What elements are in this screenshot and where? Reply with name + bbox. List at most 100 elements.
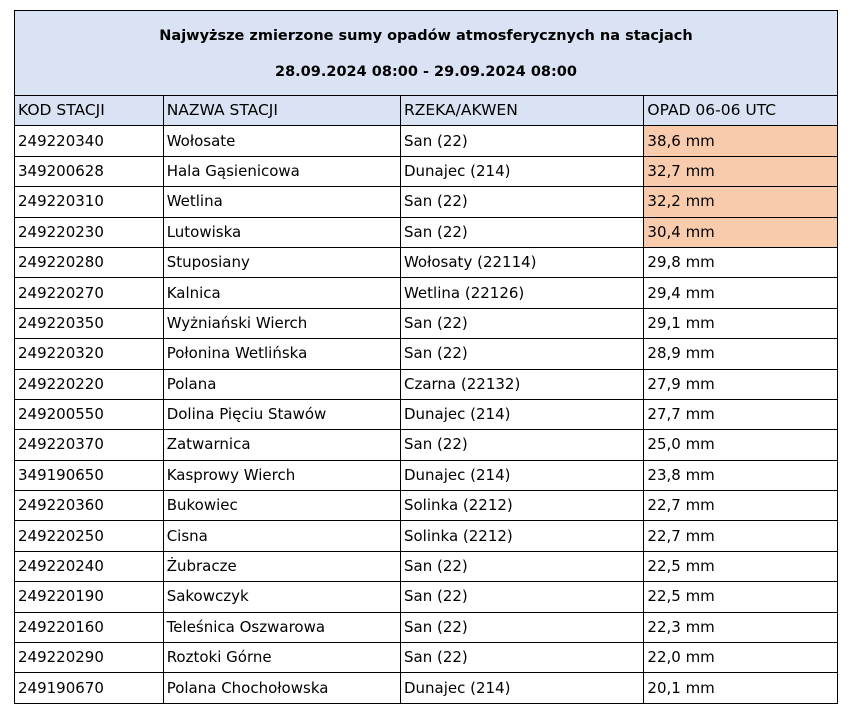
rainfall-cell: 22,7 mm: [643, 490, 838, 522]
table-row: 249220230 Lutowiska San (22) 30,4 mm: [14, 216, 838, 248]
table-row: 249220370 Zatwarnica San (22) 25,0 mm: [14, 429, 838, 461]
precipitation-sheet: Najwyższe zmierzone sumy opadów atmosfer…: [14, 10, 838, 704]
title-row: Najwyższe zmierzone sumy opadów atmosfer…: [14, 10, 838, 96]
station-code-cell: 249220230: [14, 216, 164, 248]
station-code-cell: 249220240: [14, 550, 164, 583]
table-body: 249220340 Wołosate San (22) 38,6 mm 34920062…: [14, 125, 838, 704]
station-name-cell: Kasprowy Wierch: [162, 459, 401, 492]
station-code-cell: 249220160: [14, 611, 164, 644]
column-header-river: RZEKA/AKWEN: [399, 94, 645, 127]
station-code-cell: 249220340: [14, 125, 164, 157]
river-cell: Czarna (22132): [399, 368, 645, 400]
station-code-cell: 249220310: [14, 186, 164, 218]
station-code-cell: 249200550: [14, 398, 164, 431]
date-range: 28.09.2024 08:00 - 29.09.2024 08:00: [275, 63, 577, 80]
table-row: 249220190 Sakowczyk San (22) 22,5 mm: [14, 581, 838, 613]
station-name-cell: Kalnica: [162, 277, 401, 309]
table-row: 249220220 Polana Czarna (22132) 27,9 mm: [14, 368, 838, 400]
table-title: Najwyższe zmierzone sumy opadów atmosfer…: [159, 28, 693, 44]
station-code-cell: 249220190: [14, 581, 164, 613]
station-code-cell: 249220280: [14, 246, 164, 279]
station-name-cell: Polana Chochołowska: [162, 672, 401, 704]
table-row: 249220270 Kalnica Wetlina (22126) 29,4 mm: [14, 277, 838, 309]
river-cell: Wołosaty (22114): [399, 246, 645, 279]
station-name-cell: Wyżniański Wierch: [162, 307, 401, 340]
station-name-cell: Hala Gąsienicowa: [162, 155, 401, 188]
station-name-cell: Wetlina: [162, 186, 401, 218]
column-header-name: NAZWA STACJI: [162, 94, 401, 127]
table-row: 249220160 Teleśnica Oszwarowa San (22) 22,3…: [14, 611, 838, 644]
table-row: 249220350 Wyżniański Wierch San (22) 29,1 m…: [14, 307, 838, 340]
station-name-cell: Roztoki Górne: [162, 642, 401, 674]
table-row: 249220340 Wołosate San (22) 38,6 mm: [14, 125, 838, 157]
station-code-cell: 249220350: [14, 307, 164, 340]
station-code-cell: 249220320: [14, 338, 164, 370]
rainfall-cell: 22,0 mm: [643, 642, 838, 674]
rainfall-cell: 22,5 mm: [643, 550, 838, 583]
river-cell: San (22): [399, 550, 645, 583]
station-code-cell: 349200628: [14, 155, 164, 188]
table-row: 249220290 Roztoki Górne San (22) 22,0 mm: [14, 642, 838, 674]
rainfall-cell: 20,1 mm: [643, 672, 838, 704]
station-name-cell: Cisna: [162, 520, 401, 552]
station-name-cell: Połonina Wetlińska: [162, 338, 401, 370]
river-cell: San (22): [399, 581, 645, 613]
station-code-cell: 249190670: [14, 672, 164, 704]
rainfall-cell: 23,8 mm: [643, 459, 838, 492]
river-cell: San (22): [399, 125, 645, 157]
river-cell: San (22): [399, 429, 645, 461]
river-cell: Dunajec (214): [399, 459, 645, 492]
river-cell: San (22): [399, 307, 645, 340]
title-cell: Najwyższe zmierzone sumy opadów atmosfer…: [14, 10, 838, 96]
rainfall-cell: 29,1 mm: [643, 307, 838, 340]
rainfall-cell: 30,4 mm: [643, 216, 838, 248]
river-cell: San (22): [399, 611, 645, 644]
rainfall-cell: 29,8 mm: [643, 246, 838, 279]
rainfall-cell: 29,4 mm: [643, 277, 838, 309]
river-cell: Dunajec (214): [399, 398, 645, 431]
station-name-cell: Wołosate: [162, 125, 401, 157]
precipitation-table: Najwyższe zmierzone sumy opadów atmosfer…: [14, 10, 838, 704]
station-name-cell: Bukowiec: [162, 490, 401, 522]
station-name-cell: Dolina Pięciu Stawów: [162, 398, 401, 431]
river-cell: Wetlina (22126): [399, 277, 645, 309]
rainfall-cell: 22,5 mm: [643, 581, 838, 613]
table-row: 249200550 Dolina Pięciu Stawów Dunajec (21…: [14, 398, 838, 431]
river-cell: Dunajec (214): [399, 155, 645, 188]
table-row: 249190670 Polana Chochołowska Dunajec (214…: [14, 672, 838, 704]
station-name-cell: Zatwarnica: [162, 429, 401, 461]
station-code-cell: 249220220: [14, 368, 164, 400]
station-code-cell: 249220270: [14, 277, 164, 309]
river-cell: Solinka (2212): [399, 490, 645, 522]
river-cell: San (22): [399, 186, 645, 218]
river-cell: San (22): [399, 338, 645, 370]
station-name-cell: Polana: [162, 368, 401, 400]
rainfall-cell: 22,3 mm: [643, 611, 838, 644]
rainfall-cell: 38,6 mm: [643, 125, 838, 157]
column-header-rain: OPAD 06-06 UTC: [643, 94, 838, 127]
table-row: 249220310 Wetlina San (22) 32,2 mm: [14, 186, 838, 218]
station-name-cell: Teleśnica Oszwarowa: [162, 611, 401, 644]
river-cell: Solinka (2212): [399, 520, 645, 552]
table-row: 249220360 Bukowiec Solinka (2212) 22,7 mm: [14, 490, 838, 522]
station-name-cell: Lutowiska: [162, 216, 401, 248]
river-cell: San (22): [399, 216, 645, 248]
station-name-cell: Stuposiany: [162, 246, 401, 279]
station-code-cell: 249220360: [14, 490, 164, 522]
station-name-cell: Sakowczyk: [162, 581, 401, 613]
header-row: KOD STACJI NAZWA STACJI RZEKA/AKWEN OPAD…: [14, 94, 838, 127]
table-row: 249220240 Żubracze San (22) 22,5 mm: [14, 550, 838, 583]
station-code-cell: 349190650: [14, 459, 164, 492]
station-code-cell: 249220250: [14, 520, 164, 552]
rainfall-cell: 27,7 mm: [643, 398, 838, 431]
rainfall-cell: 32,2 mm: [643, 186, 838, 218]
river-cell: San (22): [399, 642, 645, 674]
table-row: 349200628 Hala Gąsienicowa Dunajec (214) 32…: [14, 155, 838, 188]
rainfall-cell: 28,9 mm: [643, 338, 838, 370]
table-row: 249220320 Połonina Wetlińska San (22) 28,9 …: [14, 338, 838, 370]
station-name-cell: Żubracze: [162, 550, 401, 583]
rainfall-cell: 22,7 mm: [643, 520, 838, 552]
rainfall-cell: 32,7 mm: [643, 155, 838, 188]
rainfall-cell: 27,9 mm: [643, 368, 838, 400]
table-row: 249220250 Cisna Solinka (2212) 22,7 mm: [14, 520, 838, 552]
